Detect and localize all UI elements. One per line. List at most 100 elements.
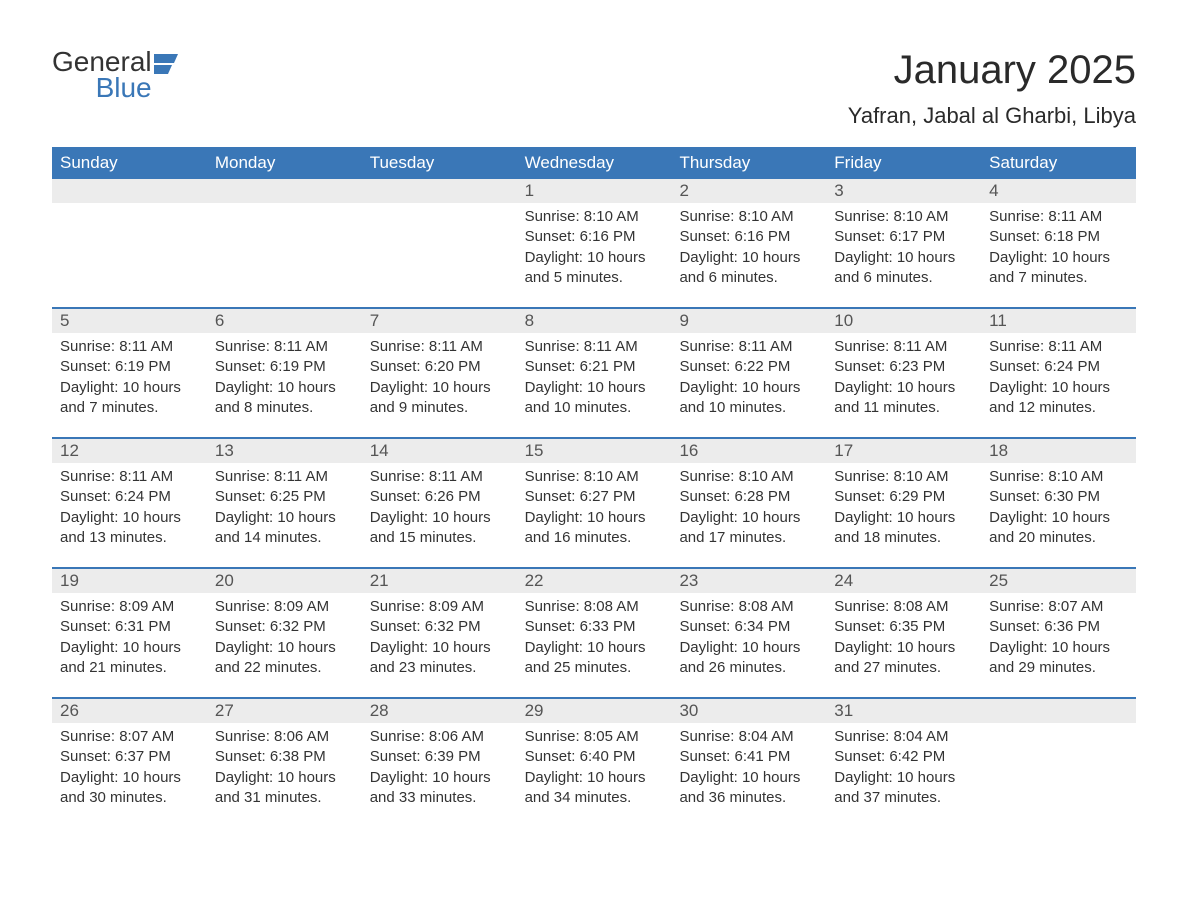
cell-body: Sunrise: 8:04 AMSunset: 6:41 PMDaylight:…	[671, 723, 826, 816]
sunrise-text: Sunrise: 8:11 AM	[989, 337, 1128, 357]
daylight-text: Daylight: 10 hours and 11 minutes.	[834, 378, 973, 419]
calendar-cell: 31Sunrise: 8:04 AMSunset: 6:42 PMDayligh…	[826, 699, 981, 827]
day-number: 20	[207, 569, 362, 593]
cell-body: Sunrise: 8:10 AMSunset: 6:16 PMDaylight:…	[517, 203, 672, 296]
sunrise-text: Sunrise: 8:10 AM	[679, 207, 818, 227]
cell-body: Sunrise: 8:07 AMSunset: 6:37 PMDaylight:…	[52, 723, 207, 816]
daylight-text: Daylight: 10 hours and 34 minutes.	[525, 768, 664, 809]
daylight-text: Daylight: 10 hours and 12 minutes.	[989, 378, 1128, 419]
daylight-text: Daylight: 10 hours and 20 minutes.	[989, 508, 1128, 549]
day-header-mon: Monday	[207, 147, 362, 179]
daylight-text: Daylight: 10 hours and 37 minutes.	[834, 768, 973, 809]
logo: General Blue	[52, 48, 190, 102]
day-number: 22	[517, 569, 672, 593]
cell-body: Sunrise: 8:10 AMSunset: 6:30 PMDaylight:…	[981, 463, 1136, 556]
sunrise-text: Sunrise: 8:10 AM	[834, 207, 973, 227]
weeks-container: 1Sunrise: 8:10 AMSunset: 6:16 PMDaylight…	[52, 179, 1136, 827]
calendar-cell: 7Sunrise: 8:11 AMSunset: 6:20 PMDaylight…	[362, 309, 517, 437]
sunset-text: Sunset: 6:24 PM	[989, 357, 1128, 377]
cell-body: Sunrise: 8:06 AMSunset: 6:38 PMDaylight:…	[207, 723, 362, 816]
daylight-text: Daylight: 10 hours and 13 minutes.	[60, 508, 199, 549]
sunrise-text: Sunrise: 8:08 AM	[834, 597, 973, 617]
sunset-text: Sunset: 6:42 PM	[834, 747, 973, 767]
day-header-wed: Wednesday	[517, 147, 672, 179]
daylight-text: Daylight: 10 hours and 16 minutes.	[525, 508, 664, 549]
day-number	[52, 179, 207, 203]
week-row: 1Sunrise: 8:10 AMSunset: 6:16 PMDaylight…	[52, 179, 1136, 307]
calendar-cell: 24Sunrise: 8:08 AMSunset: 6:35 PMDayligh…	[826, 569, 981, 697]
calendar-cell: 23Sunrise: 8:08 AMSunset: 6:34 PMDayligh…	[671, 569, 826, 697]
calendar-cell: 2Sunrise: 8:10 AMSunset: 6:16 PMDaylight…	[671, 179, 826, 307]
cell-body: Sunrise: 8:05 AMSunset: 6:40 PMDaylight:…	[517, 723, 672, 816]
day-number	[981, 699, 1136, 723]
calendar-cell: 22Sunrise: 8:08 AMSunset: 6:33 PMDayligh…	[517, 569, 672, 697]
calendar-cell: 10Sunrise: 8:11 AMSunset: 6:23 PMDayligh…	[826, 309, 981, 437]
daylight-text: Daylight: 10 hours and 36 minutes.	[679, 768, 818, 809]
day-header-tue: Tuesday	[362, 147, 517, 179]
calendar-cell: 18Sunrise: 8:10 AMSunset: 6:30 PMDayligh…	[981, 439, 1136, 567]
daylight-text: Daylight: 10 hours and 31 minutes.	[215, 768, 354, 809]
daylight-text: Daylight: 10 hours and 9 minutes.	[370, 378, 509, 419]
calendar-cell: 29Sunrise: 8:05 AMSunset: 6:40 PMDayligh…	[517, 699, 672, 827]
logo-text: General Blue	[52, 48, 152, 102]
page-header: General Blue January 2025 Yafran, Jabal …	[52, 48, 1136, 129]
cell-body: Sunrise: 8:08 AMSunset: 6:33 PMDaylight:…	[517, 593, 672, 686]
sunset-text: Sunset: 6:27 PM	[525, 487, 664, 507]
cell-body: Sunrise: 8:11 AMSunset: 6:24 PMDaylight:…	[52, 463, 207, 556]
sunset-text: Sunset: 6:21 PM	[525, 357, 664, 377]
sunset-text: Sunset: 6:23 PM	[834, 357, 973, 377]
week-row: 26Sunrise: 8:07 AMSunset: 6:37 PMDayligh…	[52, 697, 1136, 827]
sunset-text: Sunset: 6:39 PM	[370, 747, 509, 767]
sunrise-text: Sunrise: 8:11 AM	[370, 337, 509, 357]
calendar-cell: 14Sunrise: 8:11 AMSunset: 6:26 PMDayligh…	[362, 439, 517, 567]
logo-word2: Blue	[52, 74, 152, 102]
sunrise-text: Sunrise: 8:11 AM	[215, 337, 354, 357]
day-header-fri: Friday	[826, 147, 981, 179]
cell-body: Sunrise: 8:11 AMSunset: 6:20 PMDaylight:…	[362, 333, 517, 426]
cell-body: Sunrise: 8:11 AMSunset: 6:26 PMDaylight:…	[362, 463, 517, 556]
daylight-text: Daylight: 10 hours and 10 minutes.	[525, 378, 664, 419]
day-number: 10	[826, 309, 981, 333]
calendar-cell	[207, 179, 362, 307]
cell-body: Sunrise: 8:11 AMSunset: 6:24 PMDaylight:…	[981, 333, 1136, 426]
day-number: 27	[207, 699, 362, 723]
cell-body: Sunrise: 8:11 AMSunset: 6:18 PMDaylight:…	[981, 203, 1136, 296]
sunrise-text: Sunrise: 8:08 AM	[679, 597, 818, 617]
day-number: 25	[981, 569, 1136, 593]
day-number: 16	[671, 439, 826, 463]
cell-body: Sunrise: 8:09 AMSunset: 6:32 PMDaylight:…	[362, 593, 517, 686]
sunrise-text: Sunrise: 8:11 AM	[989, 207, 1128, 227]
sunset-text: Sunset: 6:35 PM	[834, 617, 973, 637]
daylight-text: Daylight: 10 hours and 21 minutes.	[60, 638, 199, 679]
cell-body: Sunrise: 8:07 AMSunset: 6:36 PMDaylight:…	[981, 593, 1136, 686]
sunrise-text: Sunrise: 8:06 AM	[370, 727, 509, 747]
sunrise-text: Sunrise: 8:10 AM	[989, 467, 1128, 487]
day-number: 5	[52, 309, 207, 333]
day-header-sun: Sunday	[52, 147, 207, 179]
sunset-text: Sunset: 6:32 PM	[370, 617, 509, 637]
day-number: 14	[362, 439, 517, 463]
sunset-text: Sunset: 6:17 PM	[834, 227, 973, 247]
calendar-cell: 16Sunrise: 8:10 AMSunset: 6:28 PMDayligh…	[671, 439, 826, 567]
day-header-row: Sunday Monday Tuesday Wednesday Thursday…	[52, 147, 1136, 179]
daylight-text: Daylight: 10 hours and 6 minutes.	[834, 248, 973, 289]
day-number: 1	[517, 179, 672, 203]
day-number: 21	[362, 569, 517, 593]
daylight-text: Daylight: 10 hours and 33 minutes.	[370, 768, 509, 809]
day-number: 30	[671, 699, 826, 723]
daylight-text: Daylight: 10 hours and 23 minutes.	[370, 638, 509, 679]
sunset-text: Sunset: 6:29 PM	[834, 487, 973, 507]
day-number: 2	[671, 179, 826, 203]
calendar-cell	[981, 699, 1136, 827]
flag-icon	[154, 54, 190, 81]
sunset-text: Sunset: 6:37 PM	[60, 747, 199, 767]
sunrise-text: Sunrise: 8:11 AM	[679, 337, 818, 357]
sunrise-text: Sunrise: 8:11 AM	[60, 467, 199, 487]
sunrise-text: Sunrise: 8:10 AM	[525, 207, 664, 227]
sunrise-text: Sunrise: 8:06 AM	[215, 727, 354, 747]
sunrise-text: Sunrise: 8:10 AM	[679, 467, 818, 487]
month-title: January 2025	[848, 48, 1136, 93]
sunrise-text: Sunrise: 8:11 AM	[370, 467, 509, 487]
location: Yafran, Jabal al Gharbi, Libya	[848, 103, 1136, 129]
calendar-cell: 26Sunrise: 8:07 AMSunset: 6:37 PMDayligh…	[52, 699, 207, 827]
